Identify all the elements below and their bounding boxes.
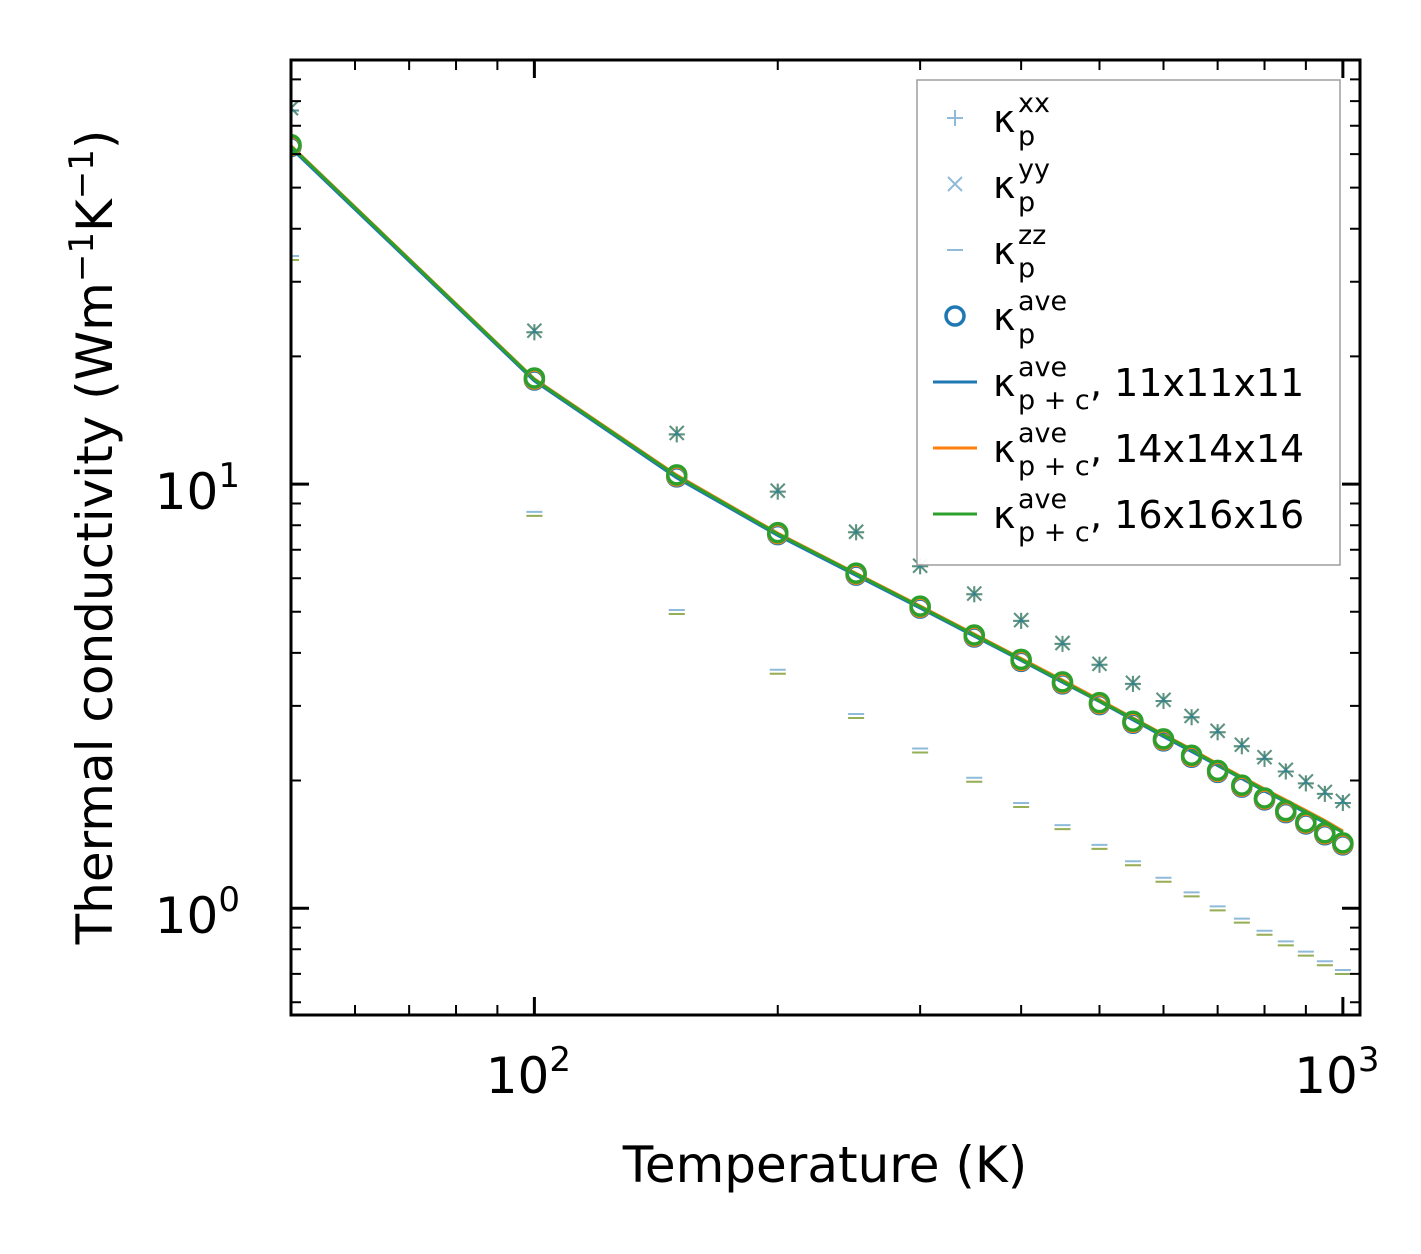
- marker-kappa_p_yy: [1256, 749, 1273, 765]
- ghost-marker-kappa_p_ave: [665, 464, 688, 486]
- y-axis-label: Thermal conductivity (Wm−1K−1): [62, 130, 124, 946]
- legend-marker-icon: [947, 110, 963, 126]
- ghost-marker-kappa_p_ave: [1088, 691, 1111, 714]
- ghost-marker-kappa_p_ave: [1275, 799, 1297, 822]
- marker-kappa_p_yy: [1125, 675, 1141, 691]
- marker-kappa_p_xx: [1233, 738, 1250, 755]
- ghost-marker-kappa_p_ave: [909, 595, 931, 617]
- marker-kappa_p_xx: [1256, 750, 1273, 767]
- x-tick-label: 103: [1294, 1040, 1379, 1105]
- marker-kappa_p_yy: [1278, 762, 1294, 778]
- ghost-marker-kappa_p_ave: [523, 367, 546, 389]
- legend-label: κave p + c, 16x16x16: [993, 484, 1304, 548]
- marker-kappa_p_yy: [1298, 773, 1314, 790]
- ghost-marker-kappa_p_ave: [1010, 648, 1032, 671]
- ghost-marker-kappa_p_ave: [1314, 822, 1336, 844]
- marker-kappa_p_xx: [526, 324, 543, 341]
- ghost-marker-kappa_p_ave: [291, 133, 302, 156]
- ghost-marker-kappa_p_ave: [963, 624, 986, 646]
- marker-kappa_p_yy: [1155, 692, 1172, 708]
- marker-kappa_p_yy: [848, 524, 864, 540]
- marker-kappa_p_yy: [966, 585, 982, 602]
- marker-kappa_p_yy: [1234, 736, 1250, 753]
- ghost-marker-kappa_p_ave: [1051, 671, 1074, 693]
- ghost-marker-kappa_p_ave: [1206, 759, 1229, 782]
- marker-kappa_p_yy: [770, 482, 786, 499]
- legend-label: κxx p: [993, 88, 1050, 152]
- legend-label: κave p + c, 14x14x14: [993, 418, 1304, 482]
- legend-marker-icon: [947, 176, 963, 192]
- x-tick-label: 102: [486, 1040, 571, 1105]
- marker-kappa_p_yy: [1054, 635, 1071, 651]
- ghost-marker-kappa_p_ave: [1332, 832, 1354, 854]
- legend-frame: [916, 79, 1341, 566]
- marker-kappa_p_xx: [1277, 763, 1294, 780]
- line-kappa_pc_ave_16: [291, 145, 1344, 834]
- ghost-marker-kappa_p_ave: [767, 521, 789, 544]
- x-axis-label: Temperature (K): [622, 1136, 1027, 1194]
- marker-kappa_p_xx: [1297, 775, 1314, 792]
- marker-kappa_p_yy: [669, 425, 685, 441]
- legend-marker-icon: [944, 305, 966, 327]
- legend-label: κave p: [993, 286, 1067, 350]
- ghost-marker-kappa_p_ave: [1295, 811, 1317, 833]
- ghost-marker-kappa_p_ave: [845, 562, 867, 584]
- marker-kappa_p_yy: [1013, 612, 1029, 628]
- legend-label: κzz p: [993, 220, 1046, 284]
- marker-kappa_p_yy: [1183, 708, 1200, 724]
- legend-label: κave p + c, 11x11x11: [993, 352, 1304, 416]
- y-tick-label: 100: [155, 880, 240, 945]
- ghost-marker-kappa_p_ave: [1253, 787, 1276, 809]
- marker-kappa_p_yy: [1317, 784, 1333, 800]
- marker-kappa_p_xx: [291, 102, 299, 119]
- ghost-marker-kappa_p_ave: [1152, 728, 1175, 750]
- ghost-marker-kappa_p_ave: [1231, 774, 1253, 796]
- marker-kappa_p_yy: [291, 100, 299, 116]
- marker-kappa_p_yy: [1091, 656, 1108, 672]
- ghost-marker-kappa_p_ave: [1180, 744, 1203, 766]
- y-tick-label: 101: [155, 456, 240, 521]
- marker-kappa_p_yy: [1209, 723, 1226, 739]
- marker-kappa_p_yy: [1335, 793, 1351, 809]
- marker-kappa_p_xx: [1316, 785, 1333, 802]
- marker-kappa_p_xx: [1334, 795, 1351, 812]
- plot-frame: [289, 58, 1362, 1017]
- legend-label: κyy p: [993, 154, 1050, 218]
- marker-kappa_p_yy: [526, 322, 543, 339]
- ghost-marker-kappa_p_ave: [1122, 710, 1144, 732]
